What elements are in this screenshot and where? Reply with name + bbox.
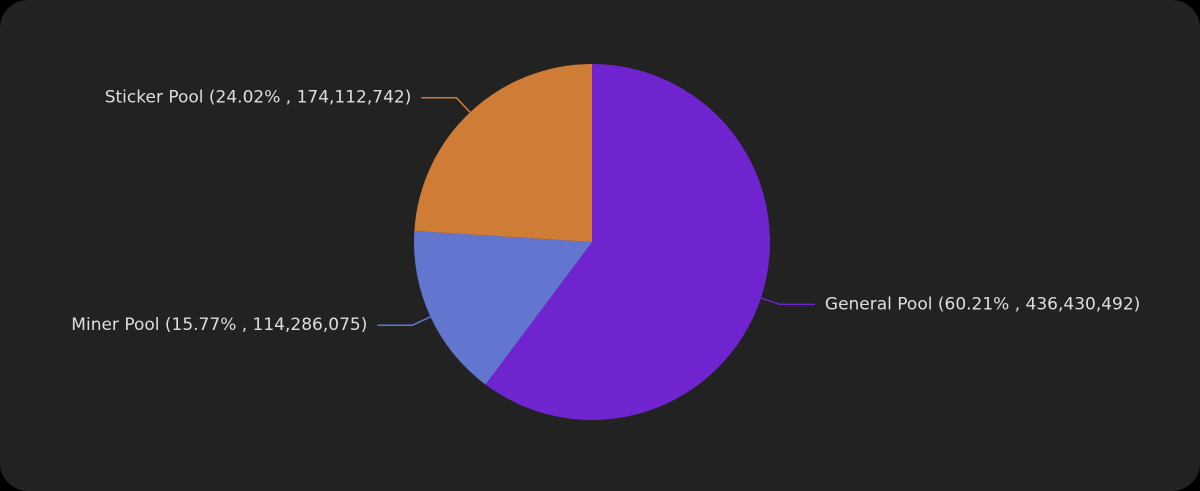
pie-slice xyxy=(414,64,592,242)
slice-label: General Pool (60.21% , 436,430,492) xyxy=(825,294,1140,314)
leader-line xyxy=(421,96,471,113)
leader-line xyxy=(760,297,815,306)
leader-line xyxy=(377,316,431,326)
slice-label: Miner Pool (15.77% , 114,286,075) xyxy=(71,315,367,335)
pie-slice xyxy=(414,231,592,385)
pie-slice xyxy=(485,64,770,420)
slice-label: Sticker Pool (24.02% , 174,112,742) xyxy=(105,88,412,108)
